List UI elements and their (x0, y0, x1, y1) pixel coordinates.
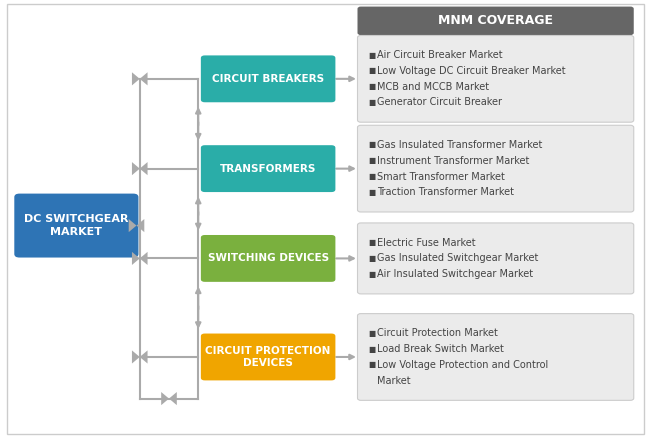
Text: ■: ■ (369, 156, 376, 165)
Polygon shape (129, 219, 136, 232)
Text: Low Voltage DC Circuit Breaker Market: Low Voltage DC Circuit Breaker Market (377, 66, 566, 76)
Text: Load Break Switch Market: Load Break Switch Market (377, 344, 504, 354)
Text: ■: ■ (369, 270, 376, 279)
Text: CIRCUIT BREAKERS: CIRCUIT BREAKERS (212, 74, 324, 84)
Text: Electric Fuse Market: Electric Fuse Market (377, 238, 476, 247)
Polygon shape (132, 72, 140, 85)
FancyBboxPatch shape (358, 7, 634, 35)
Text: ■: ■ (369, 238, 376, 247)
FancyBboxPatch shape (201, 145, 335, 192)
Text: DC SWITCHGEAR
MARKET: DC SWITCHGEAR MARKET (24, 214, 129, 237)
Text: Traction Transformer Market: Traction Transformer Market (377, 187, 514, 197)
Polygon shape (132, 162, 140, 175)
Polygon shape (140, 72, 148, 85)
Text: SWITCHING DEVICES: SWITCHING DEVICES (207, 254, 329, 263)
Text: CIRCUIT PROTECTION
DEVICES: CIRCUIT PROTECTION DEVICES (205, 346, 331, 368)
Text: ■: ■ (369, 254, 376, 263)
Text: ■: ■ (369, 172, 376, 181)
Text: ■: ■ (369, 141, 376, 149)
FancyBboxPatch shape (358, 314, 634, 400)
Text: Market: Market (377, 376, 411, 385)
Text: Air Insulated Switchgear Market: Air Insulated Switchgear Market (377, 269, 533, 279)
Text: ■: ■ (369, 67, 376, 75)
Text: Air Circuit Breaker Market: Air Circuit Breaker Market (377, 50, 502, 60)
Text: ■: ■ (369, 98, 376, 107)
Polygon shape (140, 162, 148, 175)
Text: Circuit Protection Market: Circuit Protection Market (377, 328, 498, 338)
Text: Low Voltage Protection and Control: Low Voltage Protection and Control (377, 360, 548, 370)
FancyBboxPatch shape (201, 235, 335, 282)
Text: Smart Transformer Market: Smart Transformer Market (377, 172, 505, 181)
Polygon shape (140, 350, 148, 364)
Polygon shape (169, 392, 177, 405)
Text: ■: ■ (369, 360, 376, 369)
Polygon shape (132, 252, 140, 265)
Polygon shape (132, 350, 140, 364)
Text: MNM COVERAGE: MNM COVERAGE (438, 14, 553, 27)
FancyBboxPatch shape (14, 194, 138, 258)
Text: Gas Insulated Transformer Market: Gas Insulated Transformer Market (377, 140, 542, 150)
Text: Gas Insulated Switchgear Market: Gas Insulated Switchgear Market (377, 254, 538, 263)
Polygon shape (140, 252, 148, 265)
Polygon shape (136, 219, 144, 232)
Polygon shape (161, 392, 169, 405)
Text: ■: ■ (369, 345, 376, 353)
Text: ■: ■ (369, 51, 376, 60)
Text: ■: ■ (369, 329, 376, 338)
FancyBboxPatch shape (201, 334, 335, 380)
Text: Generator Circuit Breaker: Generator Circuit Breaker (377, 98, 502, 107)
FancyBboxPatch shape (201, 56, 335, 102)
FancyBboxPatch shape (358, 125, 634, 212)
Text: ■: ■ (369, 188, 376, 197)
Text: Instrument Transformer Market: Instrument Transformer Market (377, 156, 529, 166)
Text: TRANSFORMERS: TRANSFORMERS (220, 164, 317, 173)
FancyBboxPatch shape (358, 35, 634, 122)
Text: ■: ■ (369, 82, 376, 91)
Text: MCB and MCCB Market: MCB and MCCB Market (377, 82, 489, 92)
FancyBboxPatch shape (358, 223, 634, 294)
